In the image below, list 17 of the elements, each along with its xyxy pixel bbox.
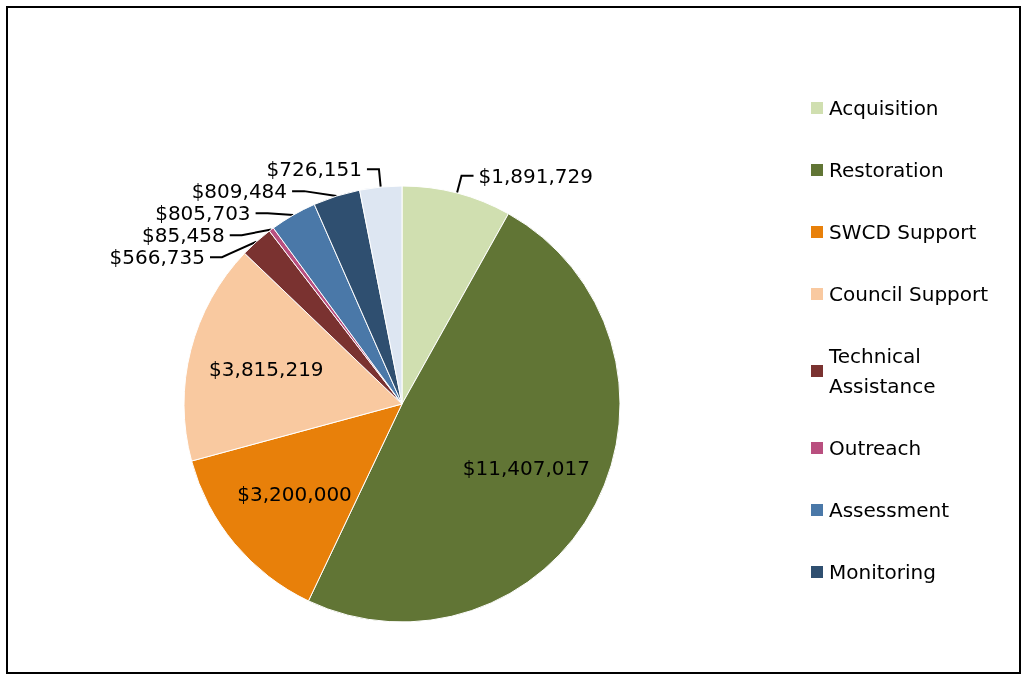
data-label: $1,891,729 xyxy=(478,163,594,188)
legend-label: Monitoring xyxy=(829,560,936,584)
legend-label: Assessment xyxy=(829,498,950,522)
legend-label: Restoration xyxy=(829,158,944,182)
data-label: $85,458 xyxy=(142,223,225,248)
data-label: $3,200,000 xyxy=(237,481,352,506)
data-label: $3,815,219 xyxy=(209,357,324,382)
legend-label: Technical Assistance xyxy=(828,344,936,398)
legend-label: Outreach xyxy=(829,436,922,460)
data-label: $726,151 xyxy=(266,157,362,182)
legend-label: Council Support xyxy=(829,282,989,306)
data-label: $11,407,017 xyxy=(462,456,591,481)
legend-label: Acquisition xyxy=(829,96,939,120)
legend-label: SWCD Support xyxy=(829,220,977,244)
data-label: $809,484 xyxy=(191,179,288,204)
data-label: $805,703 xyxy=(155,201,251,226)
data-label: $566,735 xyxy=(109,245,205,270)
